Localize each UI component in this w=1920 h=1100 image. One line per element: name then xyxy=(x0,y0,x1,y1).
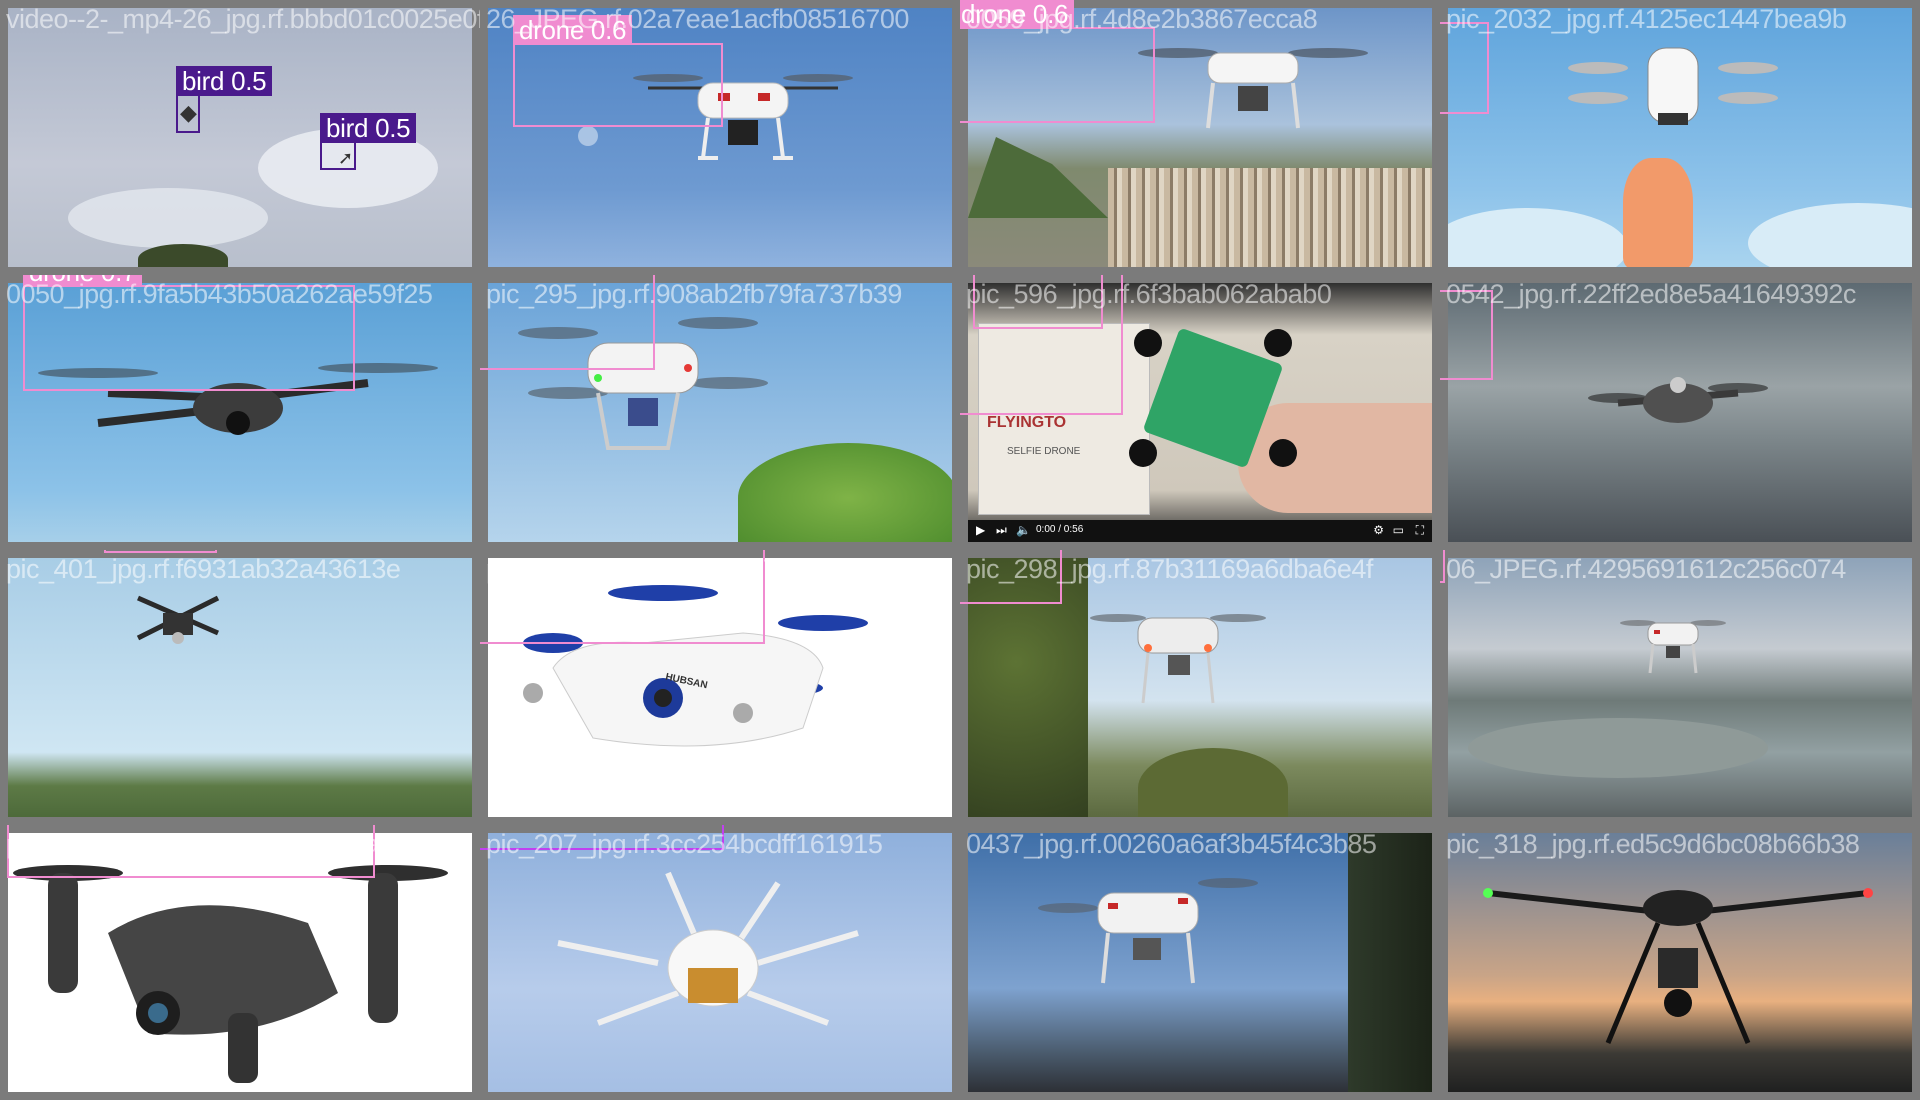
drone-graphic xyxy=(136,595,220,644)
detection-box-drone-2: drone 0.5 xyxy=(973,275,1103,329)
tile-13: drone 0.7 pic_616_jpg.rf.f9b0a970f009d7a… xyxy=(0,825,480,1100)
detection-label: bird 0.5 xyxy=(320,113,417,143)
detection-box-c-helicopter: c-helicopter 0.7 xyxy=(480,825,724,850)
detection-box-drone: drone 0.6 xyxy=(1440,550,1445,583)
settings-icon[interactable]: ⚙ xyxy=(1373,523,1384,537)
drone-graphic xyxy=(13,865,448,1083)
drone-graphic xyxy=(557,871,859,1026)
drone-graphic xyxy=(1483,888,1873,1044)
detection-box-drone: drone 0.6 xyxy=(104,550,217,553)
detection-box-bird-2: bird 0.5 xyxy=(320,113,417,170)
next-icon[interactable]: ⏭ xyxy=(996,523,1007,537)
drone-graphic xyxy=(523,585,868,747)
drone-graphic xyxy=(1129,329,1297,467)
drone-graphic xyxy=(1038,878,1258,984)
detection-box-drone: drone 0.6 xyxy=(513,15,723,127)
detection-box-drone: drone 0.7 xyxy=(1440,290,1493,380)
tile-9-image xyxy=(8,558,472,817)
fullscreen-icon[interactable]: ⛶ xyxy=(1415,523,1424,537)
detection-box-drone: drone 0.6 xyxy=(960,0,1155,123)
tile-8-image xyxy=(1448,283,1912,542)
detection-box-drone: drone 0.7 xyxy=(7,825,375,878)
tile-3-image xyxy=(968,8,1432,267)
tile-11-image xyxy=(968,558,1432,817)
drone-graphic xyxy=(1588,377,1768,423)
detection-box-drone: drone 0.7 xyxy=(1440,22,1489,114)
tile-15-image xyxy=(968,833,1432,1092)
tile-1: ◆ ➚ bird 0.5 bird 0.5 video--2-_mp4-26_j… xyxy=(0,0,480,275)
tile-14: c-helicopter 0.7 pic_207_jpg.rf.3cc254bc… xyxy=(480,825,960,1100)
product-name: SELFIE DRONE xyxy=(1007,446,1081,457)
tile-12: drone 0.6 06_JPEG.rf.4295691612c256c074 xyxy=(1440,550,1920,825)
play-icon[interactable]: ▶ xyxy=(976,523,986,537)
drone-graphic xyxy=(1138,48,1368,129)
drone-graphic xyxy=(1090,614,1266,704)
tile-5: drone 0.7 0050_jpg.rf.9fa5b43b50a262ae59… xyxy=(0,275,480,550)
tile-9: drone 0.6 pic_401_jpg.rf.f6931ab32a43613… xyxy=(0,550,480,825)
tile-7-image: FLYINGTO SELFIE DRONE ▶ ⏭ 🔈 0:00 / 0:56 … xyxy=(968,283,1432,542)
tile-7: FLYINGTO SELFIE DRONE ▶ ⏭ 🔈 0:00 / 0:56 … xyxy=(960,275,1440,550)
tile-5-image xyxy=(8,283,472,542)
detection-label: bird 0.5 xyxy=(176,66,273,96)
detection-label: drone 0.7 xyxy=(23,275,143,287)
theater-icon[interactable]: ▭ xyxy=(1392,523,1404,537)
video-time: 0:00 / 0:56 xyxy=(1036,524,1084,535)
video-controls: ▶ ⏭ 🔈 0:00 / 0:56 ⚙ ▭ ⛶ xyxy=(968,520,1432,542)
tile-14-image xyxy=(488,833,952,1092)
tile-10-image: HUBSAN xyxy=(488,558,952,817)
bird-1-icon: ◆ xyxy=(180,100,197,125)
detection-box-drone: drone 0.7 xyxy=(480,550,765,644)
tile-8: drone 0.7 0542_jpg.rf.22ff2ed8e5a4164939… xyxy=(1440,275,1920,550)
detection-box-drone-1: drone 0.3 xyxy=(960,275,1123,415)
detection-box-drone: drone 0.7 xyxy=(23,275,355,391)
tile-11: drone 0.7 pic_298_jpg.rf.87b31169a6dba6e… xyxy=(960,550,1440,825)
tile-15: drone 0.7 0437_jpg.rf.00260a6af3b45f4c3b… xyxy=(960,825,1440,1100)
tile-10: HUBSAN drone 0.7 pic_188_jpg.rf.58f270c6… xyxy=(480,550,960,825)
drone-graphic xyxy=(633,74,853,160)
tile-16-image xyxy=(1448,833,1912,1092)
tile-16: drone 0.6 pic_318_jpg.rf.ed5c9d6bc08b66b… xyxy=(1440,825,1920,1100)
tile-3: drone 0.6 0059_jpg.rf.4d8e2b3867ecca8 xyxy=(960,0,1440,275)
drone-graphic xyxy=(1620,620,1726,674)
tile-2: drone 0.6 26_JPEG.rf.02a7eae1acfb0851670… xyxy=(480,0,960,275)
tile-4: drone 0.7 pic_2032_jpg.rf.4125ec1447bea9… xyxy=(1440,0,1920,275)
tile-2-image xyxy=(488,8,952,267)
tile-4-image xyxy=(1448,8,1912,267)
detection-box-drone: drone 0.6 xyxy=(480,275,655,370)
detection-label: drone 0.6 xyxy=(513,15,633,45)
tile-6-image xyxy=(488,283,952,542)
detection-box-bird-1: bird 0.5 xyxy=(176,66,273,133)
tile-6: drone 0.6 pic_295_jpg.rf.908ab2fb79fa737… xyxy=(480,275,960,550)
detection-label: drone 0.6 xyxy=(960,0,1075,29)
drone-graphic xyxy=(1568,47,1778,125)
tile-12-image xyxy=(1448,558,1912,817)
volume-icon[interactable]: 🔈 xyxy=(1016,523,1031,537)
product-brand: FLYINGTO xyxy=(987,414,1067,431)
detection-box-drone: drone 0.7 xyxy=(960,550,1062,604)
bird-2-icon: ➚ xyxy=(338,148,354,168)
